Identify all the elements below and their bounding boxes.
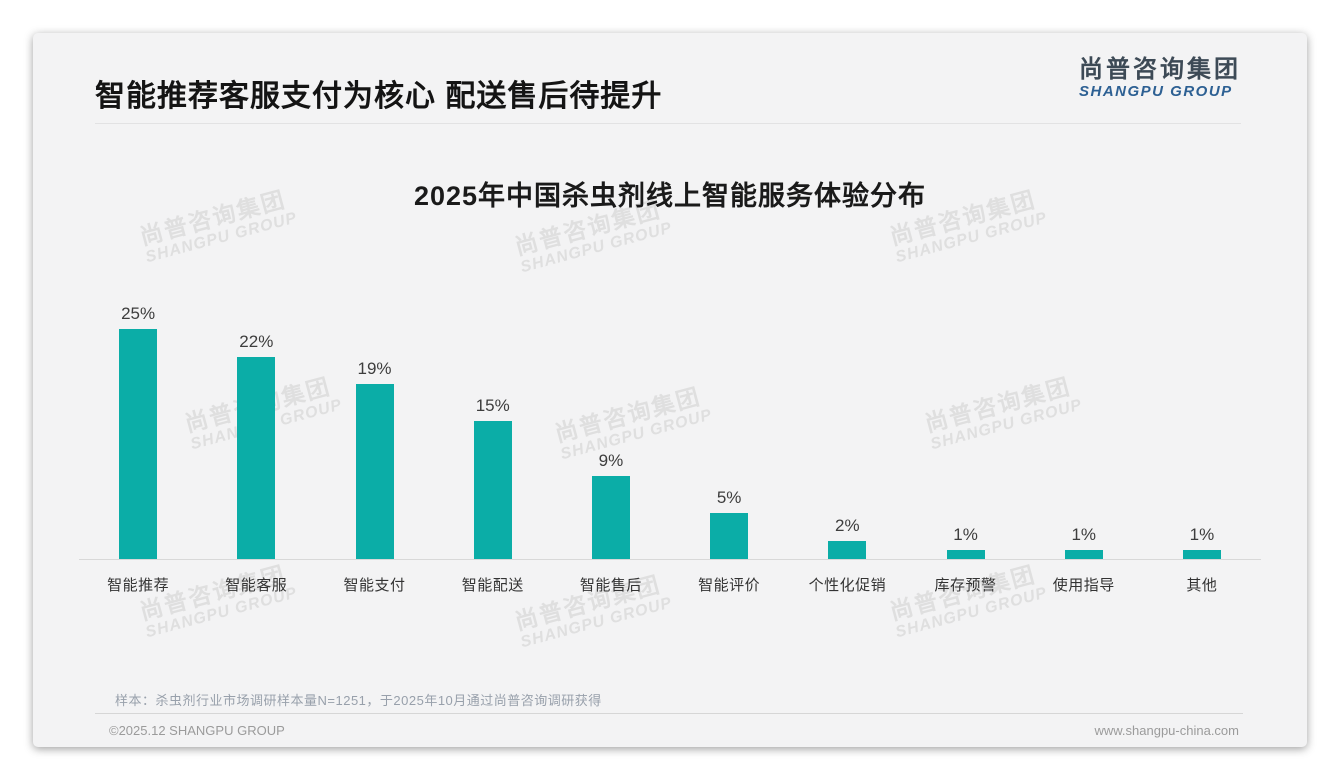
bar-column: 9% — [552, 451, 670, 559]
bar-column: 19% — [315, 359, 433, 559]
watermark-english-text: SHANGPU GROUP — [143, 209, 300, 267]
category-label: 智能客服 — [225, 577, 288, 594]
bar — [1182, 549, 1221, 559]
bar-column: 25% — [79, 304, 197, 559]
website-text: www.shangpu-china.com — [1094, 723, 1239, 738]
bar — [119, 329, 158, 559]
bar-value-label: 22% — [239, 331, 274, 351]
bar-column: 1% — [1025, 525, 1143, 559]
logo-chinese-text: 尚普咨询集团 — [1079, 56, 1241, 83]
chart-title: 2025年中国杀虫剂线上智能服务体验分布 — [413, 181, 927, 211]
bar-value-label: 15% — [475, 396, 510, 415]
bar-value-label: 1% — [953, 524, 978, 544]
logo-english-text: SHANGPU GROUP — [1079, 83, 1233, 101]
header-divider — [95, 123, 1241, 124]
bar — [710, 513, 749, 559]
bar — [237, 356, 276, 559]
company-logo: 尚普咨询集团 SHANGPU GROUP — [1079, 56, 1241, 101]
bar — [828, 540, 867, 559]
bar-value-label: 19% — [357, 359, 392, 379]
category-label: 使用指导 — [1052, 577, 1115, 594]
category-label: 其他 — [1186, 577, 1218, 594]
bar-value-label: 9% — [598, 451, 624, 471]
bar-chart-plot-area: 25% 22% 19% 15% 9% 5% 2% 1% 1% 1% — [79, 298, 1261, 560]
bar-column: 1% — [1143, 525, 1261, 559]
category-label: 智能评价 — [698, 577, 761, 594]
bar — [473, 421, 512, 559]
category-label: 智能配送 — [461, 577, 524, 594]
bar-column: 2% — [788, 516, 906, 559]
bar-column: 22% — [197, 332, 315, 559]
header: 智能推荐客服支付为核心 配送售后待提升 尚普咨询集团 SHANGPU GROUP — [33, 33, 1307, 115]
bar-column: 1% — [906, 525, 1024, 559]
bar-value-label: 2% — [835, 515, 860, 535]
page-title: 智能推荐客服支付为核心 配送售后待提升 — [95, 80, 663, 113]
bar-value-label: 25% — [121, 304, 156, 323]
category-axis: 智能推荐 智能客服 智能支付 智能配送 智能售后 智能评价 个性化促销 库存预警 使用指导 其他 — [79, 560, 1261, 595]
bar-column: 15% — [434, 396, 552, 559]
bar-value-label: 5% — [716, 488, 742, 507]
category-label: 智能支付 — [343, 577, 406, 594]
bar-value-label: 1% — [1071, 524, 1097, 544]
category-label: 库存预警 — [934, 577, 997, 594]
category-label: 智能推荐 — [107, 577, 170, 594]
category-label: 个性化促销 — [808, 577, 887, 594]
watermark-english-text: SHANGPU GROUP — [893, 209, 1050, 267]
watermark-english-text: SHANGPU GROUP — [518, 219, 675, 277]
bar — [1064, 549, 1103, 559]
category-label: 智能售后 — [579, 577, 642, 594]
bar-value-label: 1% — [1189, 524, 1215, 544]
bar-column: 5% — [670, 488, 788, 559]
copyright-text: ©2025.12 SHANGPU GROUP — [109, 723, 285, 738]
watermark-english-text: SHANGPU GROUP — [518, 594, 675, 652]
bar — [355, 384, 394, 559]
bar — [946, 549, 985, 559]
slide-card: 尚普咨询集团 SHANGPU GROUP 尚普咨询集团 SHANGPU GROUP 尚普… — [33, 33, 1307, 747]
bar — [591, 476, 630, 559]
footer-bar: ©2025.12 SHANGPU GROUP www.shangpu-china… — [95, 713, 1243, 747]
sample-footnote: 样本：杀虫剂行业市场调研样本量N=1251，于2025年10月通过尚普咨询调研获… — [115, 693, 602, 708]
